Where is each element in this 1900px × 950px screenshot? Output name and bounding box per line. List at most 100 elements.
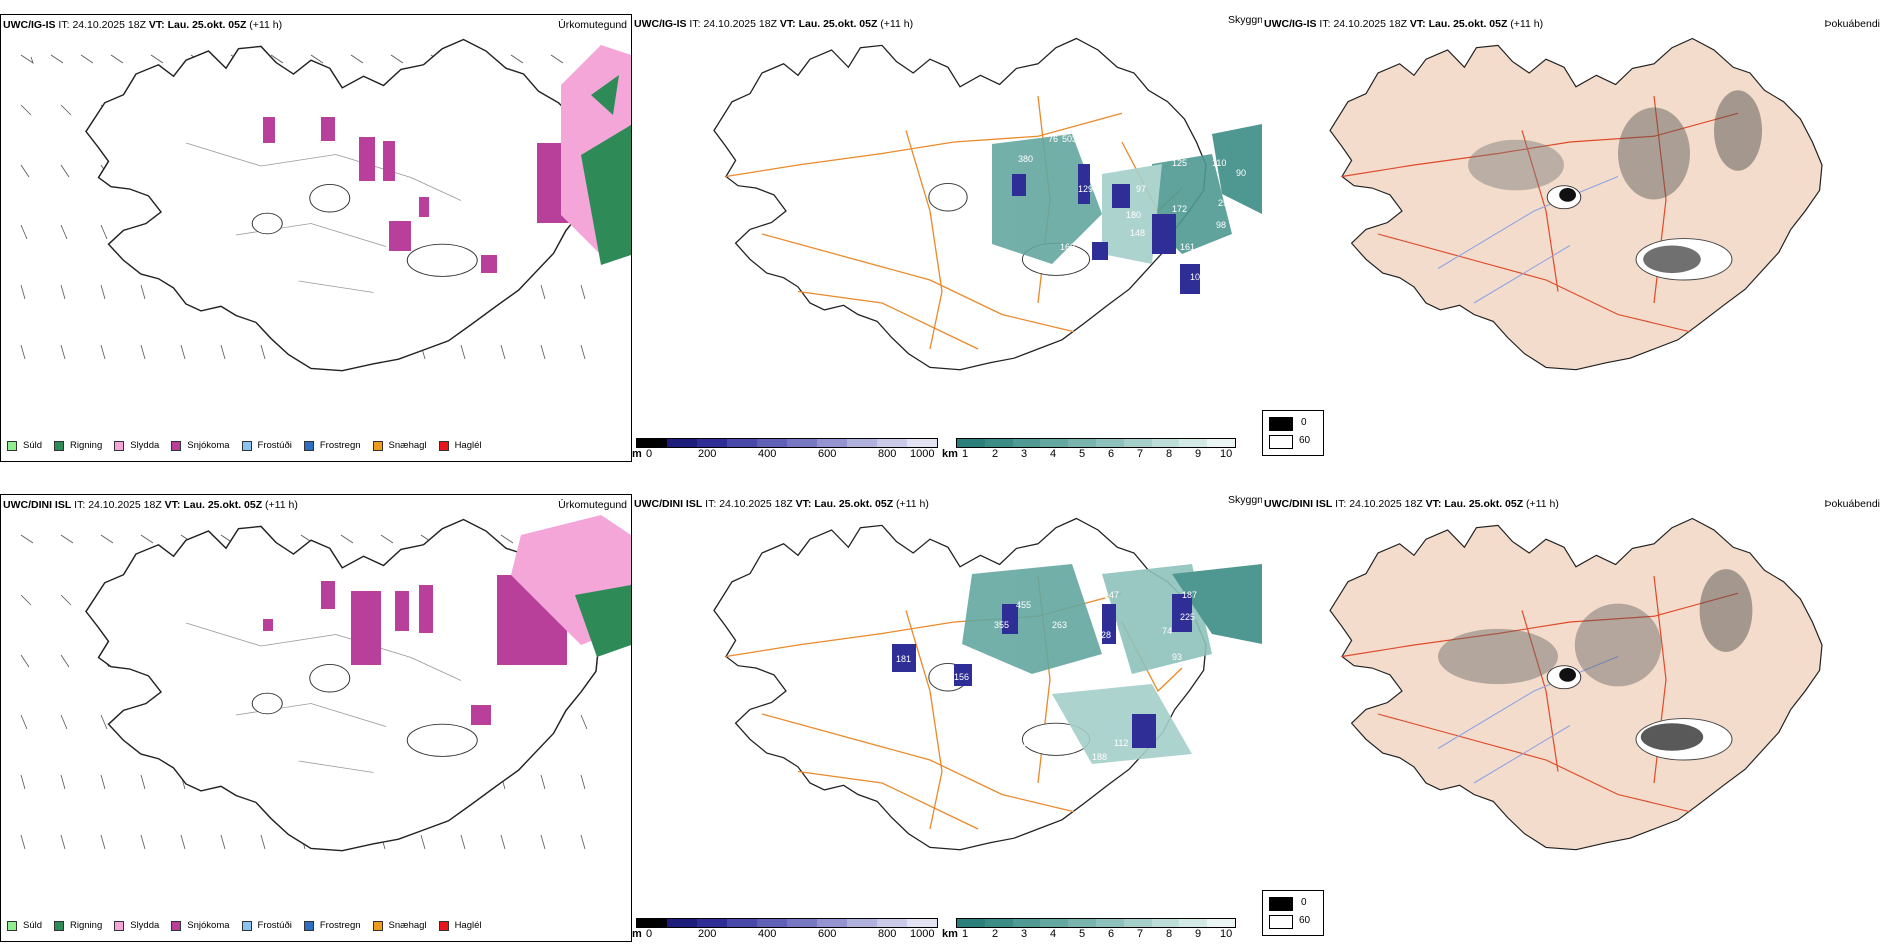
svg-text:503: 503 bbox=[1062, 134, 1077, 144]
precip-map bbox=[20, 515, 631, 852]
svg-text:188: 188 bbox=[1092, 752, 1107, 762]
legend-swatch bbox=[241, 920, 252, 931]
legend-swatch bbox=[54, 920, 65, 931]
legend-swatch bbox=[303, 440, 314, 451]
svg-text:76: 76 bbox=[1048, 134, 1058, 144]
fog-panel-bottom: UWC/DINI ISL IT: 24.10.2025 18Z VT: Lau.… bbox=[1262, 494, 1900, 942]
legend-swatch bbox=[7, 920, 17, 931]
svg-text:112: 112 bbox=[1114, 738, 1128, 748]
ceiling-tick: 600 bbox=[818, 448, 837, 460]
legend-item: Snæhagl bbox=[372, 440, 427, 451]
precip-legend: Súld Rigning Slydda Snjókoma Frostúði Fr… bbox=[7, 440, 494, 451]
legend-swatch bbox=[372, 440, 383, 451]
visibility-fields bbox=[962, 564, 1262, 764]
precip-map bbox=[20, 38, 631, 372]
ceiling-colorbar: m 0 200 400 600 800 1000 bbox=[632, 438, 938, 462]
ceiling-tick: 800 bbox=[878, 448, 897, 460]
cloud-map: 380 503 76 129 172 125 97 180 148 295 90… bbox=[713, 37, 1262, 371]
precip-rain-areas bbox=[581, 75, 631, 265]
legend-item: Haglél bbox=[438, 920, 482, 931]
precip-panel-top: UWC/IG-IS IT: 24.10.2025 18Z VT: Lau. 25… bbox=[0, 14, 632, 462]
svg-text:181: 181 bbox=[896, 654, 911, 664]
ceiling-bar-strip bbox=[636, 918, 938, 928]
legend-swatch bbox=[114, 440, 125, 451]
fog-map bbox=[1329, 37, 1823, 371]
legend-swatch bbox=[54, 440, 65, 451]
visibility-tick: 5 bbox=[1079, 928, 1086, 940]
ceiling-tick: 1000 bbox=[910, 928, 935, 940]
legend-item: Súld bbox=[7, 440, 42, 451]
ceiling-fields bbox=[1012, 164, 1200, 294]
ceiling-tick: 1000 bbox=[910, 448, 935, 460]
panel-header: UWC/IG-IS IT: 24.10.2025 18Z VT: Lau. 25… bbox=[3, 19, 283, 31]
panel-title-fog: Þokuábendi bbox=[1824, 18, 1880, 30]
visibility-tick: 3 bbox=[1021, 448, 1028, 460]
visibility-bar-strip bbox=[956, 918, 1236, 928]
fog-swatch-light bbox=[1269, 915, 1293, 929]
svg-text:163: 163 bbox=[1060, 242, 1075, 252]
svg-text:219: 219 bbox=[1092, 656, 1107, 666]
panel-header: UWC/IG-IS IT: 24.10.2025 18Z VT: Lau. 25… bbox=[634, 18, 914, 30]
ceiling-bar-strip bbox=[636, 438, 938, 448]
panel-title-cloud: Skyggni bbox=[1228, 494, 1262, 506]
fog-swatch-dark bbox=[1269, 417, 1293, 431]
ceiling-tick: 0 bbox=[646, 928, 653, 940]
svg-text:295: 295 bbox=[1218, 198, 1233, 208]
ceiling-fields bbox=[892, 594, 1192, 748]
legend-item: Slydda bbox=[114, 920, 159, 931]
legend-swatch bbox=[372, 920, 383, 931]
legend-item: Rigning bbox=[54, 920, 102, 931]
panel-title-cloud: Skyggni bbox=[1228, 14, 1262, 26]
panel-header: UWC/DINI ISL IT: 24.10.2025 18Z VT: Lau.… bbox=[1264, 498, 1559, 510]
legend-item: Snjókoma bbox=[171, 440, 230, 451]
svg-text:180: 180 bbox=[1126, 210, 1141, 220]
visibility-tick: 7 bbox=[1137, 928, 1144, 940]
cloud-value-labels: 380 503 76 129 172 125 97 180 148 295 90… bbox=[1018, 134, 1246, 316]
panel-header: UWC/IG-IS IT: 24.10.2025 18Z VT: Lau. 25… bbox=[1264, 18, 1544, 30]
visibility-unit: km bbox=[942, 928, 958, 940]
svg-text:380: 380 bbox=[1018, 154, 1033, 164]
ceiling-tick: 200 bbox=[698, 448, 717, 460]
legend-item: Slydda bbox=[114, 440, 159, 451]
svg-text:225: 225 bbox=[1180, 612, 1195, 622]
svg-text:187: 187 bbox=[1182, 590, 1197, 600]
fog-min-label: 60 bbox=[1299, 915, 1311, 926]
ceiling-tick: 800 bbox=[878, 928, 897, 940]
legend-item: Frostregn bbox=[303, 440, 361, 451]
fog-swatch-light bbox=[1269, 435, 1293, 449]
precip-legend: Súld Rigning Slydda Snjókoma Frostúði Fr… bbox=[7, 920, 494, 931]
visibility-tick: 7 bbox=[1137, 448, 1144, 460]
visibility-tick: 10 bbox=[1220, 448, 1233, 460]
visibility-tick: 9 bbox=[1195, 928, 1202, 940]
svg-text:90: 90 bbox=[1236, 168, 1246, 178]
visibility-tick: 10 bbox=[1220, 928, 1233, 940]
svg-text:148: 148 bbox=[1130, 228, 1145, 238]
svg-text:110: 110 bbox=[1212, 158, 1226, 168]
visibility-fields bbox=[992, 124, 1262, 264]
ceiling-tick: 600 bbox=[818, 928, 837, 940]
panel-title-precip: Úrkomutegund bbox=[558, 499, 627, 511]
visibility-tick: 1 bbox=[962, 448, 969, 460]
svg-text:161: 161 bbox=[1180, 242, 1195, 252]
visibility-tick: 8 bbox=[1166, 448, 1173, 460]
legend-swatch bbox=[303, 920, 314, 931]
legend-swatch bbox=[7, 440, 17, 451]
panel-header: UWC/DINI ISL IT: 24.10.2025 18Z VT: Lau.… bbox=[3, 499, 298, 511]
svg-text:97: 97 bbox=[1136, 184, 1146, 194]
legend-item: Snæhagl bbox=[372, 920, 427, 931]
svg-text:125: 125 bbox=[1172, 158, 1187, 168]
legend-swatch bbox=[171, 920, 182, 931]
svg-text:172: 172 bbox=[1172, 204, 1187, 214]
fog-map bbox=[1329, 517, 1823, 851]
fog-max-label: 0 bbox=[1301, 417, 1307, 428]
svg-text:147: 147 bbox=[1104, 590, 1119, 600]
fog-max-label: 0 bbox=[1301, 897, 1307, 908]
visibility-tick: 2 bbox=[992, 448, 999, 460]
legend-item: Frostúði bbox=[241, 440, 292, 451]
visibility-unit: km bbox=[942, 448, 958, 460]
precip-rain-areas bbox=[575, 585, 631, 657]
legend-item: Súld bbox=[7, 920, 42, 931]
svg-text:455: 455 bbox=[1016, 600, 1031, 610]
panel-header: UWC/DINI ISL IT: 24.10.2025 18Z VT: Lau.… bbox=[634, 498, 929, 510]
legend-swatch bbox=[438, 920, 449, 931]
